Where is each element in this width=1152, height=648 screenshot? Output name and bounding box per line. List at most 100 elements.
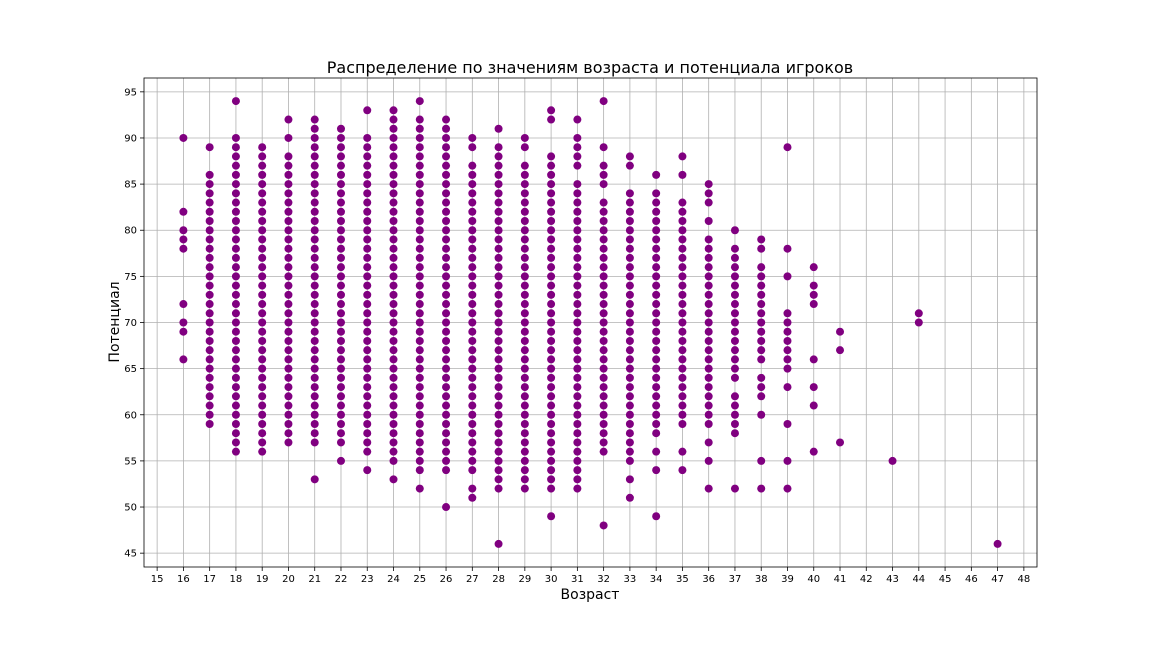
data-point bbox=[704, 290, 713, 299]
x-tick-label: 36 bbox=[702, 574, 715, 585]
x-tick-label: 23 bbox=[361, 574, 374, 585]
data-point bbox=[652, 373, 661, 382]
x-tick-label: 38 bbox=[755, 574, 768, 585]
data-point bbox=[336, 161, 345, 170]
data-point bbox=[258, 419, 267, 428]
data-point bbox=[336, 143, 345, 152]
data-point bbox=[573, 217, 582, 226]
data-point bbox=[336, 336, 345, 345]
data-point bbox=[599, 429, 608, 438]
data-point bbox=[231, 198, 240, 207]
data-point bbox=[494, 170, 503, 179]
data-point bbox=[678, 198, 687, 207]
data-point bbox=[809, 300, 818, 309]
data-point bbox=[415, 170, 424, 179]
data-point bbox=[258, 290, 267, 299]
data-point bbox=[547, 198, 556, 207]
data-point bbox=[258, 161, 267, 170]
data-point bbox=[468, 466, 477, 475]
y-tick-label: 60 bbox=[124, 410, 137, 421]
data-point bbox=[652, 217, 661, 226]
data-point bbox=[625, 346, 634, 355]
data-point bbox=[205, 198, 214, 207]
data-point bbox=[284, 419, 293, 428]
data-point bbox=[389, 272, 398, 281]
data-point bbox=[652, 170, 661, 179]
data-point bbox=[573, 327, 582, 336]
data-point bbox=[231, 401, 240, 410]
data-point bbox=[284, 383, 293, 392]
data-point bbox=[310, 373, 319, 382]
data-point bbox=[730, 263, 739, 272]
data-point bbox=[652, 355, 661, 364]
data-point bbox=[468, 429, 477, 438]
data-point bbox=[704, 189, 713, 198]
data-point bbox=[547, 244, 556, 253]
data-point bbox=[494, 327, 503, 336]
data-point bbox=[389, 373, 398, 382]
data-point bbox=[205, 401, 214, 410]
data-point bbox=[730, 484, 739, 493]
data-point bbox=[363, 290, 372, 299]
data-point bbox=[336, 364, 345, 373]
x-tick-label: 21 bbox=[308, 574, 321, 585]
data-point bbox=[678, 447, 687, 456]
data-point bbox=[389, 383, 398, 392]
data-point bbox=[573, 392, 582, 401]
data-point bbox=[625, 456, 634, 465]
data-point bbox=[704, 198, 713, 207]
data-point bbox=[520, 419, 529, 428]
data-point bbox=[625, 493, 634, 502]
data-point bbox=[599, 170, 608, 179]
data-point bbox=[652, 401, 661, 410]
data-point bbox=[704, 318, 713, 327]
data-point bbox=[415, 143, 424, 152]
data-point bbox=[310, 253, 319, 262]
data-point bbox=[442, 309, 451, 318]
data-point bbox=[231, 253, 240, 262]
data-point bbox=[363, 318, 372, 327]
data-point bbox=[652, 263, 661, 272]
data-point bbox=[284, 217, 293, 226]
data-point bbox=[468, 281, 477, 290]
data-point bbox=[205, 244, 214, 253]
data-point bbox=[599, 447, 608, 456]
data-point bbox=[389, 106, 398, 115]
data-point bbox=[231, 97, 240, 106]
data-point bbox=[652, 466, 661, 475]
data-point bbox=[442, 429, 451, 438]
data-point bbox=[415, 327, 424, 336]
data-point bbox=[442, 419, 451, 428]
data-point bbox=[336, 263, 345, 272]
data-point bbox=[205, 272, 214, 281]
data-point bbox=[520, 383, 529, 392]
data-point bbox=[573, 309, 582, 318]
data-point bbox=[363, 373, 372, 382]
data-point bbox=[336, 410, 345, 419]
data-point bbox=[520, 207, 529, 216]
data-point bbox=[547, 355, 556, 364]
data-point bbox=[363, 410, 372, 419]
data-point bbox=[205, 217, 214, 226]
data-point bbox=[179, 226, 188, 235]
data-point bbox=[284, 180, 293, 189]
data-point bbox=[468, 364, 477, 373]
data-point bbox=[547, 300, 556, 309]
data-point bbox=[336, 318, 345, 327]
data-point bbox=[652, 410, 661, 419]
data-point bbox=[336, 124, 345, 133]
data-point bbox=[547, 189, 556, 198]
data-point bbox=[389, 438, 398, 447]
data-point bbox=[205, 419, 214, 428]
data-point bbox=[730, 327, 739, 336]
data-point bbox=[678, 281, 687, 290]
data-point bbox=[652, 512, 661, 521]
data-point bbox=[704, 253, 713, 262]
data-point bbox=[363, 180, 372, 189]
data-point bbox=[415, 189, 424, 198]
data-point bbox=[520, 309, 529, 318]
data-point bbox=[494, 401, 503, 410]
data-point bbox=[730, 410, 739, 419]
data-point bbox=[389, 355, 398, 364]
data-point bbox=[415, 235, 424, 244]
